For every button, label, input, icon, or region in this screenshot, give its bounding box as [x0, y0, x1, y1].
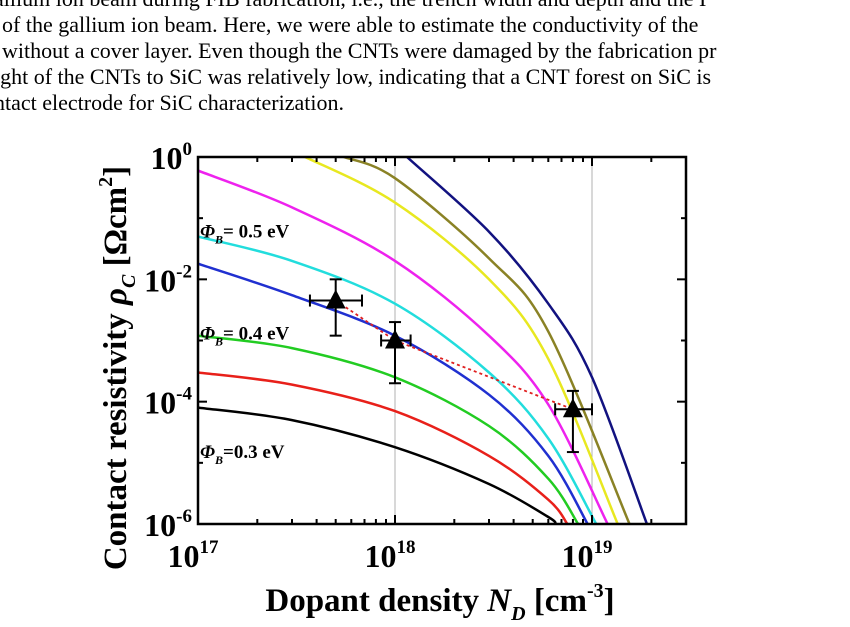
paper-text-line-1: allium ion beam during FIB fabrication, …: [0, 0, 706, 12]
series-line-2: [198, 371, 569, 524]
series-line-7: [304, 157, 619, 524]
series-line-8: [343, 157, 631, 524]
measurement-layer: [308, 278, 594, 454]
paper-text-line-5: ntact electrode for SiC characterization…: [0, 90, 344, 115]
annotation-layer: ΦB= 0.5 eV ΦB= 0.4 eV ΦB=0.3 eV: [200, 222, 290, 467]
y-tick-label: 10-6: [144, 506, 192, 543]
series-line-9: [406, 157, 649, 524]
fit-line: [335, 299, 574, 411]
series-line-6: [198, 169, 609, 524]
measurement-point-2: [385, 329, 406, 349]
x-tick-label: 1017: [168, 537, 220, 574]
ticks-layer: 1017 1018 1019 100 10-2 10-4 10-6: [144, 139, 687, 574]
series-line-1: [198, 406, 557, 524]
series-line-4: [198, 262, 589, 524]
paper-text-line-3: without a cover layer. Even though the C…: [2, 38, 717, 63]
y-tick-label: 10-2: [144, 261, 192, 298]
series-line-3: [198, 334, 580, 524]
fit-line-layer: [335, 299, 574, 411]
barrier-label-2: ΦB= 0.4 eV: [200, 324, 290, 349]
x-tick-label: 1019: [562, 537, 613, 574]
barrier-label-1: ΦB= 0.5 eV: [200, 222, 290, 247]
paper-text-line-4: ight of the CNTs to SiC was relatively l…: [0, 64, 712, 89]
curve-layer: [198, 157, 649, 524]
barrier-label-3: ΦB=0.3 eV: [200, 442, 285, 467]
y-tick-label: 10-4: [144, 384, 192, 421]
y-tick-label: 100: [151, 139, 193, 176]
measurement-point-1: [325, 289, 346, 309]
x-tick-label: 1018: [365, 537, 416, 574]
series-line-5: [198, 235, 598, 524]
measurement-point-3: [562, 398, 583, 418]
x-axis-label: Dopant density ND [cm-3]: [265, 580, 614, 625]
paper-text-line-2: of the gallium ion beam. Here, we were a…: [2, 12, 699, 37]
y-axis-label: Contact resistivity ρC [Ωcm2]: [95, 166, 140, 570]
